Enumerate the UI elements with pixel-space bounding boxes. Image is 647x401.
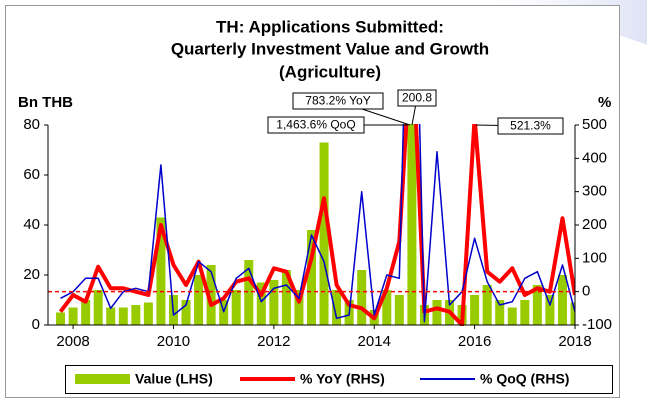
bar: [231, 290, 241, 325]
y2-tick-label: 0: [582, 283, 590, 300]
x-tick-label: 2012: [257, 333, 290, 350]
annotation-box: [292, 92, 384, 110]
bar: [319, 142, 329, 325]
legend-label: % QoQ (RHS): [480, 371, 569, 387]
legend: [65, 365, 613, 394]
annotation-box: [267, 116, 365, 134]
x-tick-label: 2008: [56, 333, 89, 350]
y-tick-label: 80: [23, 116, 40, 133]
bar: [219, 300, 229, 325]
bar: [520, 300, 530, 325]
bar: [570, 302, 575, 325]
bar: [118, 307, 128, 325]
bar: [332, 290, 342, 325]
y2-tick-label: 400: [582, 149, 607, 166]
legend-label: Value (LHS): [135, 371, 213, 387]
x-tick-label: 2010: [157, 333, 190, 350]
annotation: 783.2% YoY: [305, 94, 370, 108]
y2-axis-label: %: [598, 94, 611, 111]
bar: [81, 300, 91, 325]
y-axis-label: Bn THB: [18, 94, 73, 111]
bar: [407, 124, 417, 325]
y-tick-label: 40: [23, 216, 40, 233]
bar: [394, 295, 404, 325]
annotation: 521.3%: [510, 119, 551, 133]
bar: [93, 290, 103, 325]
bar: [68, 307, 78, 325]
bar: [307, 230, 316, 325]
chart-title: (Agriculture): [279, 62, 381, 81]
chart-title: Quarterly Investment Value and Growth: [171, 39, 489, 58]
legend-label: % YoY (RHS): [300, 371, 385, 387]
bar: [482, 285, 492, 325]
bar: [382, 290, 392, 325]
legend-swatch: [75, 374, 130, 384]
chart-title: TH: Applications Submitted:: [216, 17, 444, 36]
y2-tick-label: 500: [582, 116, 607, 133]
y-tick-label: 20: [23, 266, 40, 283]
bar: [131, 305, 141, 325]
y-tick-label: 60: [23, 166, 40, 183]
bar: [545, 295, 555, 325]
bar: [432, 300, 442, 325]
y-tick-label: 0: [32, 316, 40, 333]
y2-tick-label: 300: [582, 183, 607, 200]
plot-clip: [56, 124, 575, 326]
bar: [470, 295, 480, 325]
bar: [181, 300, 191, 325]
x-tick-label: 2014: [358, 333, 391, 350]
bar: [269, 280, 279, 325]
y2-tick-label: -100: [582, 316, 612, 333]
bar: [495, 300, 505, 325]
x-tick-label: 2018: [558, 333, 591, 350]
bar: [507, 307, 517, 325]
bar: [281, 270, 291, 325]
bar: [56, 312, 66, 325]
bar: [244, 260, 254, 325]
annotation-box: [397, 89, 437, 107]
line-series: [58, 124, 575, 326]
annotation: 200.8: [402, 91, 432, 105]
bar: [256, 282, 266, 325]
bar: [143, 302, 153, 325]
bar: [357, 270, 367, 325]
annotation: 1,463.6% QoQ: [276, 118, 355, 132]
bar: [557, 275, 567, 325]
y2-tick-label: 200: [582, 216, 607, 233]
chart-frame: [5, 5, 620, 398]
y2-tick-label: 100: [582, 249, 607, 266]
bar: [206, 265, 216, 325]
bar: [156, 217, 166, 325]
bar: [532, 285, 542, 325]
annotation-box: [497, 117, 564, 135]
bar: [106, 307, 116, 325]
x-tick-label: 2016: [458, 333, 491, 350]
bar: [294, 290, 304, 325]
bar: [194, 275, 204, 325]
